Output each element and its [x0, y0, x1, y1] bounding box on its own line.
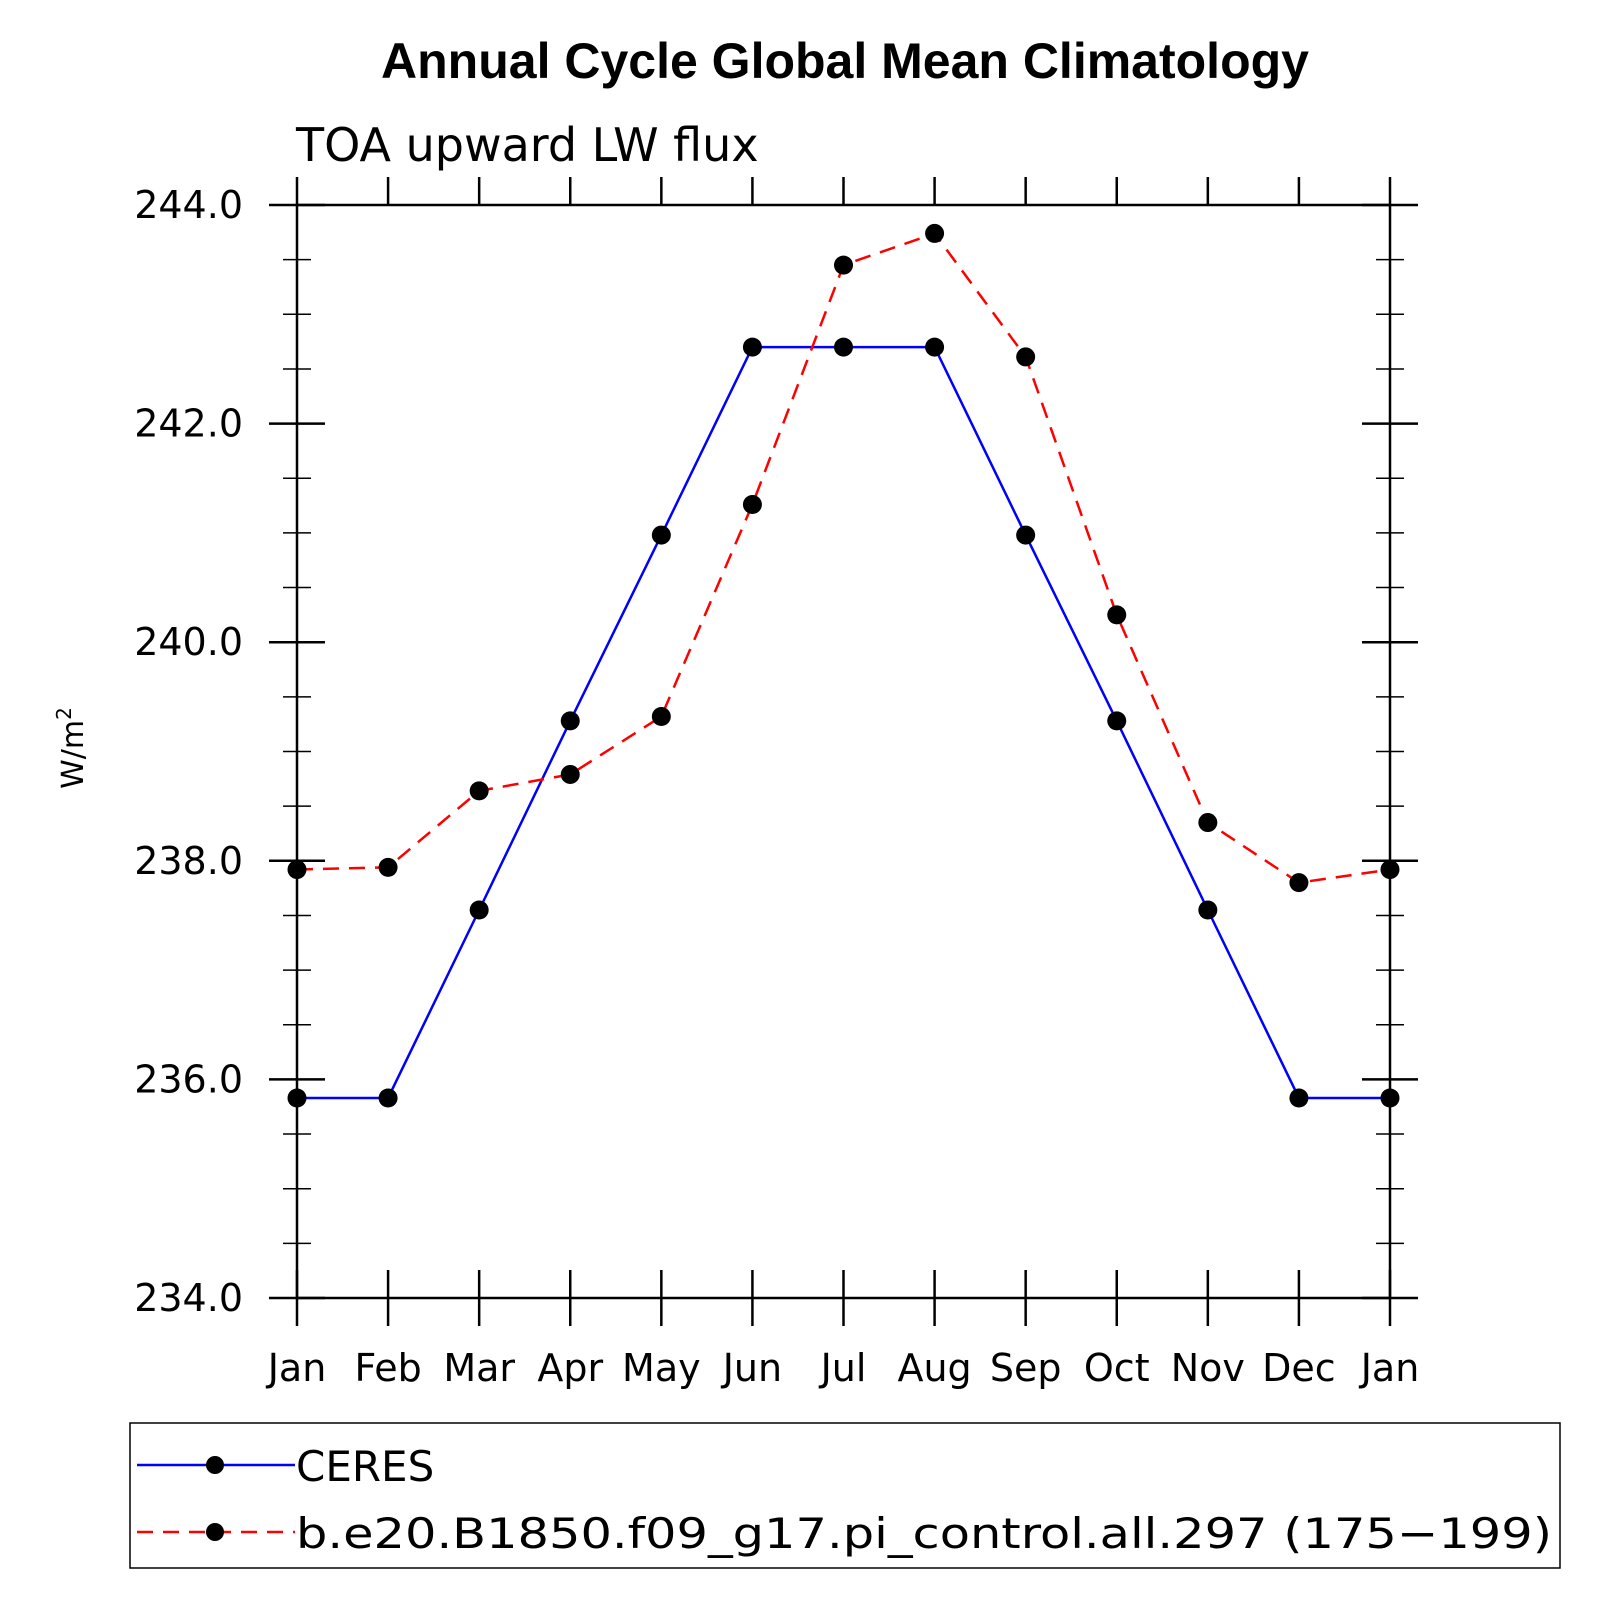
series-layer — [287, 223, 1400, 1108]
x-tick-label: Aug — [897, 1346, 971, 1390]
series-0-point — [560, 711, 580, 731]
series-line-0 — [297, 345, 1390, 1100]
series-1-point — [1198, 813, 1218, 833]
series-0-point — [742, 337, 762, 357]
legend-label-ceres: CERES — [296, 1442, 434, 1491]
series-0-point — [1016, 525, 1036, 545]
y-tick-label: 234.0 — [134, 1276, 243, 1320]
series-0-point — [651, 525, 671, 545]
x-tick-label: Apr — [537, 1346, 603, 1390]
x-tick-label: Jul — [819, 1346, 867, 1390]
x-tick-label: Jan — [266, 1346, 327, 1390]
series-line-1 — [296, 231, 1391, 884]
series-1-point — [742, 494, 762, 514]
plot-frame — [295, 203, 1392, 1300]
y-tick-label: 240.0 — [134, 620, 243, 664]
legend: CERES b.e20.B1850.f09_g17.pi_control.all… — [129, 1422, 1561, 1569]
x-tick-label: Oct — [1084, 1346, 1150, 1390]
series-1-point — [560, 764, 580, 784]
x-tick-label: May — [622, 1346, 701, 1390]
series-1-point — [1016, 347, 1036, 367]
x-tick-label: Feb — [354, 1346, 421, 1390]
x-tick-label: Nov — [1171, 1346, 1245, 1390]
x-tick-label: Jan — [1359, 1346, 1420, 1390]
x-tick-label: Jun — [721, 1346, 782, 1390]
series-1-point — [1107, 605, 1127, 625]
x-tick-labels: Jan Feb Mar Apr May Jun Jul Aug Sep Oct Nov Dec Jan — [266, 1346, 1420, 1390]
y-tick-labels: 234.0 236.0 238.0 240.0 242.0 244.0 — [134, 183, 243, 1320]
chart-subtitle: TOA upward LW flux — [295, 118, 759, 172]
y-axis-label-sup: 2 — [52, 707, 76, 720]
series-1-point — [469, 781, 489, 801]
series-0-point — [1198, 900, 1218, 920]
y-tick-label: 242.0 — [134, 402, 243, 446]
y-axis-label-base: W/m — [56, 720, 91, 789]
series-0-point — [1107, 711, 1127, 731]
series-1-point — [834, 255, 853, 275]
y-tick-label: 236.0 — [134, 1057, 243, 1101]
series-1-point — [378, 857, 398, 877]
series-0-point — [378, 1088, 398, 1108]
series-1-point — [1289, 873, 1309, 893]
x-tick-label: Sep — [990, 1346, 1062, 1390]
y-axis-label: W/m2 — [52, 707, 91, 789]
x-tick-label: Mar — [443, 1346, 515, 1390]
legend-box — [129, 1422, 1561, 1569]
chart-title: Annual Cycle Global Mean Climatology — [381, 33, 1309, 89]
y-tick-label: 244.0 — [134, 183, 243, 227]
series-0-point — [1289, 1088, 1309, 1108]
series-1-point — [651, 707, 671, 727]
series-1-point — [925, 223, 945, 243]
legend-marker-model — [206, 1523, 224, 1541]
series-0-point — [925, 337, 945, 357]
series-0-point — [834, 337, 853, 357]
y-tick-label: 238.0 — [134, 839, 243, 883]
legend-label-model: b.e20.B1850.f09_g17.pi_control.all.297 (… — [296, 1509, 1552, 1558]
series-0-point — [469, 900, 489, 920]
legend-marker-ceres — [206, 1456, 224, 1474]
x-tick-label: Dec — [1262, 1346, 1336, 1390]
